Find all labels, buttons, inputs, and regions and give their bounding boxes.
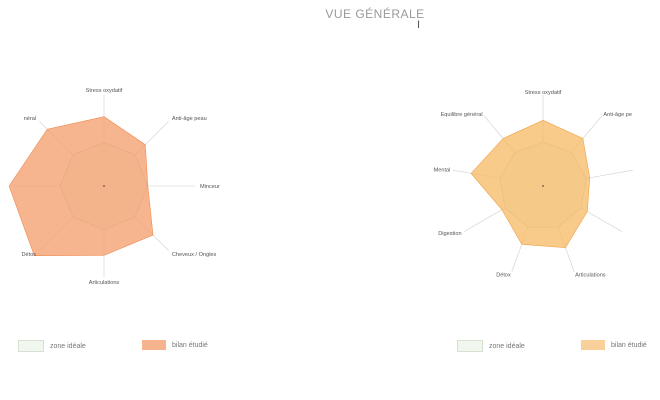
legend-item-study-1: bilan étudié: [142, 340, 208, 350]
legend-label: zone idéale: [50, 342, 86, 350]
legend-swatch: [581, 340, 605, 350]
axis-label: Digestion: [438, 231, 461, 237]
radar-center: [542, 185, 544, 187]
series-bilan-etudie: [8, 116, 154, 256]
axis-label: Détox: [496, 272, 511, 278]
axis-label: Minceur: [200, 184, 220, 190]
legend-item-ideal-1: zone idéale: [18, 340, 86, 352]
axis-label: Cheveux / Ongles: [172, 252, 217, 258]
axis-label: Anti-âge pe: [603, 112, 632, 118]
radar-center: [103, 185, 105, 187]
legend-swatch: [18, 340, 44, 352]
axis-label: Stress oxydatif: [86, 88, 123, 94]
legend-label: bilan étudié: [611, 341, 647, 349]
legend-item-study-2: bilan étudié: [581, 340, 647, 350]
radar-chart-2: Stress oxydatif Anti-âge pe Articulations D…: [434, 90, 633, 278]
page-title: VUE GÉNÉRALE: [325, 7, 425, 21]
axis-label: Articulations: [575, 272, 606, 278]
axis-label: Articulations: [89, 280, 120, 286]
axis-label: Equilibre général: [441, 112, 483, 118]
radar-chart-1: Stress oxydatif Anti-âge peau Minceur Cheve…: [8, 88, 220, 286]
text-cursor-icon: I: [417, 19, 421, 31]
axis-label: Anti-âge peau: [172, 116, 207, 122]
legend-swatch: [142, 340, 166, 350]
axis-label: Mental: [434, 168, 451, 174]
legend-label: bilan étudié: [172, 341, 208, 349]
axis-label: Stress oxydatif: [525, 90, 562, 96]
axis-label: Détox: [21, 252, 36, 258]
legend-label: zone idéale: [489, 342, 525, 350]
series-bilan-etudie: [470, 119, 591, 249]
legend-item-ideal-2: zone idéale: [457, 340, 525, 352]
axis-label: néral: [24, 116, 36, 122]
legend-swatch: [457, 340, 483, 352]
